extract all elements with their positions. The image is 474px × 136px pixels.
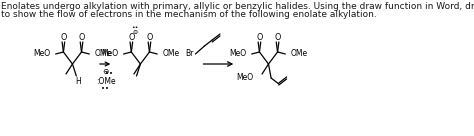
Text: O: O: [78, 33, 85, 41]
Text: Br: Br: [186, 50, 194, 58]
Text: ••: ••: [131, 26, 139, 30]
Text: O: O: [146, 33, 153, 41]
Text: OMe: OMe: [94, 50, 111, 58]
Text: O: O: [256, 33, 263, 41]
Text: H: H: [75, 78, 81, 86]
Text: ⊖: ⊖: [133, 30, 138, 35]
Text: MeO: MeO: [229, 50, 246, 58]
Text: MeO: MeO: [33, 50, 50, 58]
Text: MeO: MeO: [236, 72, 253, 81]
Text: ⊖: ⊖: [102, 67, 109, 76]
Text: O: O: [274, 33, 281, 41]
Text: OMe: OMe: [163, 50, 180, 58]
Text: ••: ••: [105, 71, 113, 77]
Text: :OMe: :OMe: [96, 76, 115, 86]
Text: to show the flow of electrons in the mechanism of the following enolate alkylati: to show the flow of electrons in the mec…: [1, 10, 377, 19]
Text: Enolates undergo alkylation with primary, allylic or benzylic halides. Using the: Enolates undergo alkylation with primary…: [1, 2, 474, 11]
Text: ••: ••: [101, 86, 109, 92]
Text: OMe: OMe: [291, 50, 308, 58]
Text: O: O: [60, 33, 66, 41]
Text: MeO: MeO: [101, 50, 118, 58]
Text: O: O: [128, 33, 135, 41]
